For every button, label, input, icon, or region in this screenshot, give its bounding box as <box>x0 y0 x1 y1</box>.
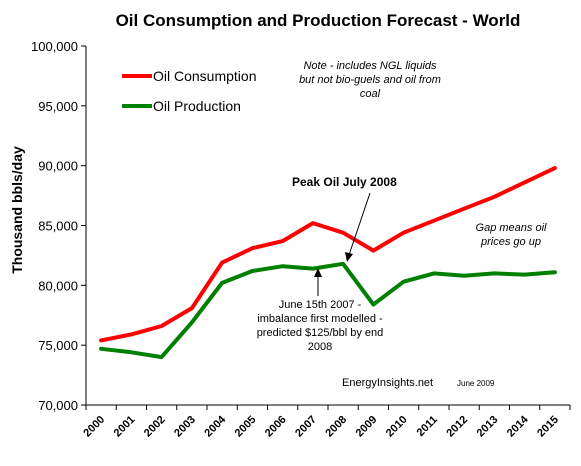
imbalance-line-3: predicted $125/bbl by end <box>257 327 384 339</box>
x-tick-label: 2009 <box>354 414 380 440</box>
legend-label-oil-production: Oil Production <box>153 98 241 114</box>
note-line-1: Note - includes NGL liquids <box>303 60 437 72</box>
x-tick-label: 2007 <box>293 414 319 440</box>
peak-oil-label: Peak Oil July 2008 <box>292 175 397 189</box>
imbalance-line-2: imbalance first modelled - <box>257 313 383 325</box>
x-tick-label: 2010 <box>384 414 410 440</box>
y-tick-label: 95,000 <box>38 99 78 114</box>
y-tick-label: 85,000 <box>38 219 78 234</box>
imbalance-annotation: June 15th 2007 - imbalance first modelle… <box>257 268 384 353</box>
x-tick-label: 2002 <box>142 414 168 440</box>
series-line-oil-production <box>99 261 557 360</box>
y-tick-label: 70,000 <box>38 398 78 413</box>
x-tick-label: 2001 <box>112 414 138 440</box>
credit: EnergyInsights.net June 2009 <box>342 377 495 389</box>
y-tick-label: 75,000 <box>38 338 78 353</box>
note-line-3: coal <box>360 88 381 100</box>
x-tick-label: 2004 <box>202 413 228 439</box>
peak-arrow-line <box>348 192 371 256</box>
x-tick-label: 2003 <box>172 414 198 440</box>
gap-line-1: Gap means oil <box>476 222 547 234</box>
axes <box>81 45 571 410</box>
imbalance-arrow-head <box>314 268 322 277</box>
x-tick-label: 2015 <box>535 414 561 440</box>
x-tick-labels: 2000 2001 2002 2003 2004 2005 2006 2007 2008 2009… <box>81 413 561 439</box>
note-line-2: but not bio-guels and oil from <box>299 74 441 86</box>
peak-annotation: Peak Oil July 2008 <box>292 175 397 262</box>
series-line-oil-consumption <box>99 166 557 343</box>
note-annotation: Note - includes NGL liquids but not bio-… <box>299 60 441 100</box>
gap-annotation: Gap means oil prices go up <box>476 222 547 248</box>
y-tick-label: 80,000 <box>38 278 78 293</box>
x-tick-label: 2011 <box>415 414 440 439</box>
x-tick-label: 2006 <box>263 414 289 440</box>
series-lines <box>99 166 557 360</box>
legend: Oil Consumption Oil Production <box>122 68 257 114</box>
x-tick-label: 2000 <box>81 414 107 440</box>
credit-source: EnergyInsights.net <box>342 377 433 389</box>
x-tick-label: 2008 <box>323 414 349 440</box>
credit-date: June 2009 <box>457 379 495 388</box>
chart-title: Oil Consumption and Production Forecast … <box>116 11 521 30</box>
x-tick-label: 2012 <box>444 414 470 440</box>
y-tick-label: 90,000 <box>38 159 78 174</box>
gap-line-2: prices go up <box>480 236 541 248</box>
y-tick-labels: 70,000 75,000 80,000 85,000 90,000 95,000 100,… <box>31 39 78 413</box>
imbalance-line-4: 2008 <box>308 341 332 353</box>
y-axis-label: Thousand bbls/day <box>9 146 25 274</box>
y-tick-label: 100,000 <box>31 39 78 54</box>
legend-label-oil-consumption: Oil Consumption <box>153 68 257 84</box>
x-tick-label: 2014 <box>505 413 531 439</box>
peak-arrow-head <box>345 252 353 262</box>
x-tick-label: 2013 <box>475 414 501 440</box>
imbalance-line-1: June 15th 2007 - <box>279 299 362 311</box>
x-tick-label: 2005 <box>233 414 259 440</box>
